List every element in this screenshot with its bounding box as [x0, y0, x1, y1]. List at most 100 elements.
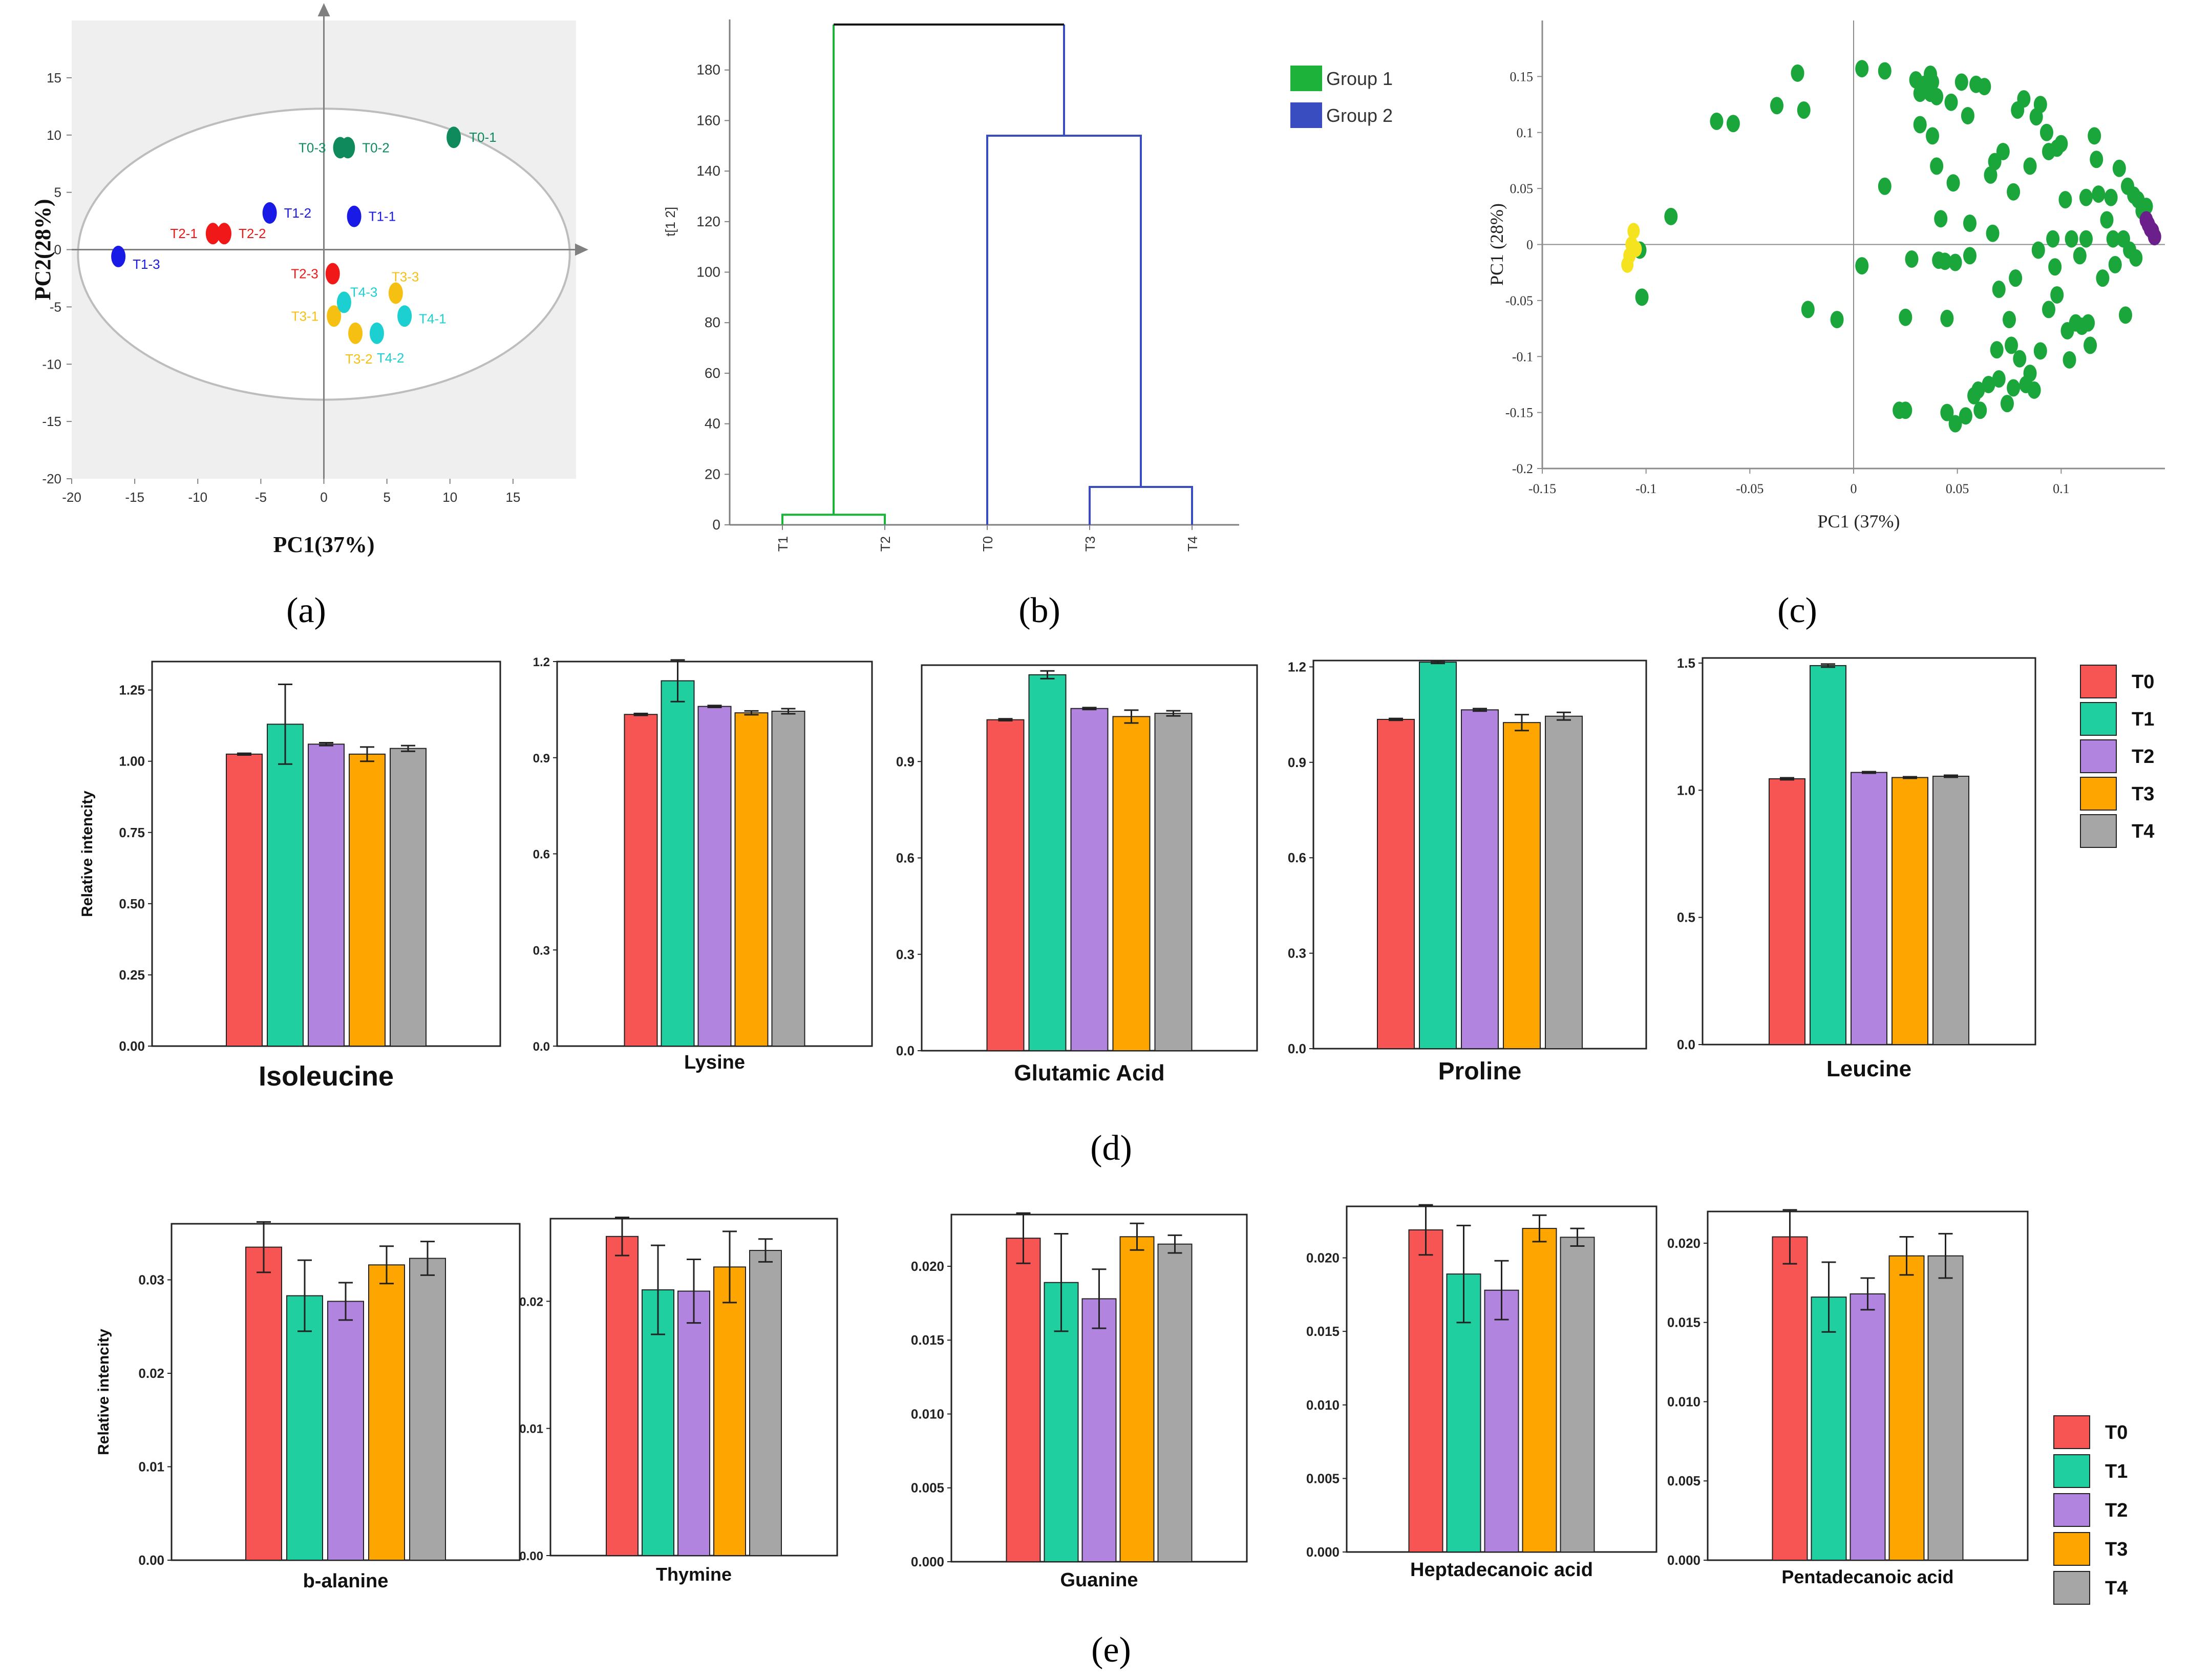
- loading-point-green: [1801, 301, 1815, 318]
- y-tick-label: 0.75: [119, 825, 145, 840]
- bar-T4: [1545, 715, 1583, 1049]
- score-point-label: T1-1: [369, 209, 396, 224]
- bar-subplot-isoleucine: 0.00 0.25 0.50 0.75 1.00 1.25 Isoleucine: [119, 661, 501, 1092]
- y-tick-label: 60: [705, 365, 720, 381]
- loading-point-green: [1710, 112, 1724, 130]
- loading-point-green: [1855, 60, 1869, 78]
- panel-label-e: (e): [1091, 1630, 1131, 1670]
- bar-T2: [1851, 772, 1887, 1046]
- loading-point-yellow: [1629, 241, 1642, 258]
- loading-point-green: [1664, 207, 1678, 225]
- bar-T2: [1081, 1298, 1117, 1563]
- score-point: [447, 126, 461, 148]
- y-tick-label: -15: [42, 414, 61, 429]
- loading-point-green: [1973, 401, 1987, 419]
- y-axis-label: Relative intencity: [79, 791, 96, 917]
- loading-point-green: [2005, 336, 2018, 354]
- score-point-label: T2-3: [291, 266, 318, 281]
- loading-point-green: [2027, 381, 2041, 399]
- bar-T3: [1892, 777, 1928, 1046]
- leaf-label: T0: [980, 536, 995, 551]
- loading-point-green: [1726, 115, 1740, 133]
- y-tick-label: 0.3: [533, 944, 550, 958]
- loading-point-green: [2017, 90, 2031, 108]
- bar-T2: [677, 1290, 710, 1556]
- score-point-label: T1-2: [284, 205, 311, 221]
- y-tick-label: 1.25: [119, 683, 145, 698]
- loading-point-green: [2063, 351, 2076, 369]
- score-point-label: T1-3: [133, 257, 160, 272]
- loading-point-green: [2007, 183, 2021, 201]
- loading-point-green: [1770, 97, 1784, 115]
- score-point: [347, 205, 362, 227]
- legend-swatch-T1: [2080, 702, 2117, 736]
- y-tick-label: 0.0: [896, 1043, 915, 1058]
- loading-point-green: [2112, 159, 2126, 177]
- loading-point-green: [1990, 341, 2004, 359]
- x-tick-label: 0: [320, 490, 327, 505]
- loading-point-green: [1797, 101, 1811, 119]
- score-point-label: T2-2: [239, 226, 266, 241]
- panel-e-metabolite-bars: 0.00 0.01 0.02 0.03 b-alanine 0.00 0.01 0.02 Thy…: [95, 1204, 2128, 1605]
- score-point: [333, 137, 348, 159]
- bar-subplot-leucine: 0.0 0.5 1.0 1.5 Leucine: [1677, 655, 2036, 1081]
- y-tick-label: 100: [696, 264, 720, 280]
- loading-point-green: [1635, 288, 1649, 306]
- subplot-title: Isoleucine: [259, 1061, 394, 1092]
- bar-T4: [1157, 1243, 1193, 1562]
- y-tick-label: 0.6: [1288, 850, 1306, 865]
- loading-point-green: [2003, 311, 2016, 329]
- bar-T4: [771, 711, 805, 1047]
- bar-T0: [226, 753, 263, 1047]
- bar-T1: [267, 724, 304, 1047]
- y-tick-label: 0.3: [896, 947, 915, 962]
- loading-point-green: [2090, 151, 2103, 168]
- score-point: [262, 202, 277, 224]
- bar-T3: [1503, 722, 1541, 1049]
- legend-label-T2: T2: [2105, 1500, 2128, 1521]
- y-tick-label: 0.03: [138, 1272, 164, 1288]
- score-point-label: T4-3: [350, 284, 377, 300]
- loading-point-green: [1959, 407, 1972, 425]
- loading-point-yellow: [1627, 223, 1640, 240]
- subplot-title: Proline: [1438, 1058, 1522, 1085]
- bar-T3: [713, 1266, 746, 1556]
- y-tick-label: 0.010: [1667, 1394, 1701, 1409]
- loading-point-green: [2033, 342, 2047, 360]
- y-tick-label: 40: [705, 416, 720, 432]
- legend-label-T0: T0: [2105, 1422, 2128, 1443]
- loading-point-green: [2033, 96, 2047, 114]
- y-tick-label: -10: [42, 356, 61, 372]
- panel-a-pca-score-plot: -20 -15 -10 -5 0 5 10 15 -20 -15 -10 -5 0 5 10 15 PC1(37…: [30, 3, 588, 557]
- loading-point-green: [2048, 258, 2062, 276]
- y-tick-label: 1.2: [1288, 659, 1306, 674]
- loading-point-green: [1830, 311, 1844, 329]
- y-tick-label: -5: [50, 299, 61, 314]
- legend-label: Group 2: [1326, 105, 1393, 126]
- subplot-title: Thymine: [656, 1564, 732, 1585]
- score-point-label: T3-2: [345, 351, 372, 367]
- y-tick-label: 0.005: [911, 1480, 944, 1496]
- y-tick-label: 0.15: [1510, 69, 1534, 84]
- loading-point-green: [1791, 64, 1804, 82]
- loading-point-green: [1946, 174, 1960, 192]
- subplot-title: Leucine: [1826, 1056, 1911, 1081]
- bar-T3: [368, 1264, 405, 1561]
- score-point-label: T4-1: [419, 311, 446, 326]
- x-tick-label: -0.15: [1528, 481, 1556, 496]
- loading-point-green: [1878, 62, 1892, 80]
- loading-point-green: [2129, 249, 2143, 267]
- bar-T0: [1377, 718, 1415, 1049]
- y-tick-label: -0.05: [1505, 293, 1533, 308]
- loading-point-green: [2065, 230, 2078, 248]
- y-tick-label: 0.0: [1288, 1041, 1306, 1056]
- bar-subplot-pentadecanoic-acid: 0.000 0.005 0.010 0.015 0.020 Pentadecanoic a…: [1667, 1209, 2029, 1587]
- score-point-label: T2-1: [170, 226, 197, 241]
- y-axis-label: Relative intencity: [95, 1329, 112, 1455]
- loading-point-green: [1978, 78, 1991, 96]
- leaf-label: T4: [1185, 536, 1200, 551]
- y-tick-label: 0.000: [1667, 1553, 1701, 1568]
- bar-T1: [286, 1295, 323, 1561]
- legend-swatch-T0: [2080, 665, 2117, 698]
